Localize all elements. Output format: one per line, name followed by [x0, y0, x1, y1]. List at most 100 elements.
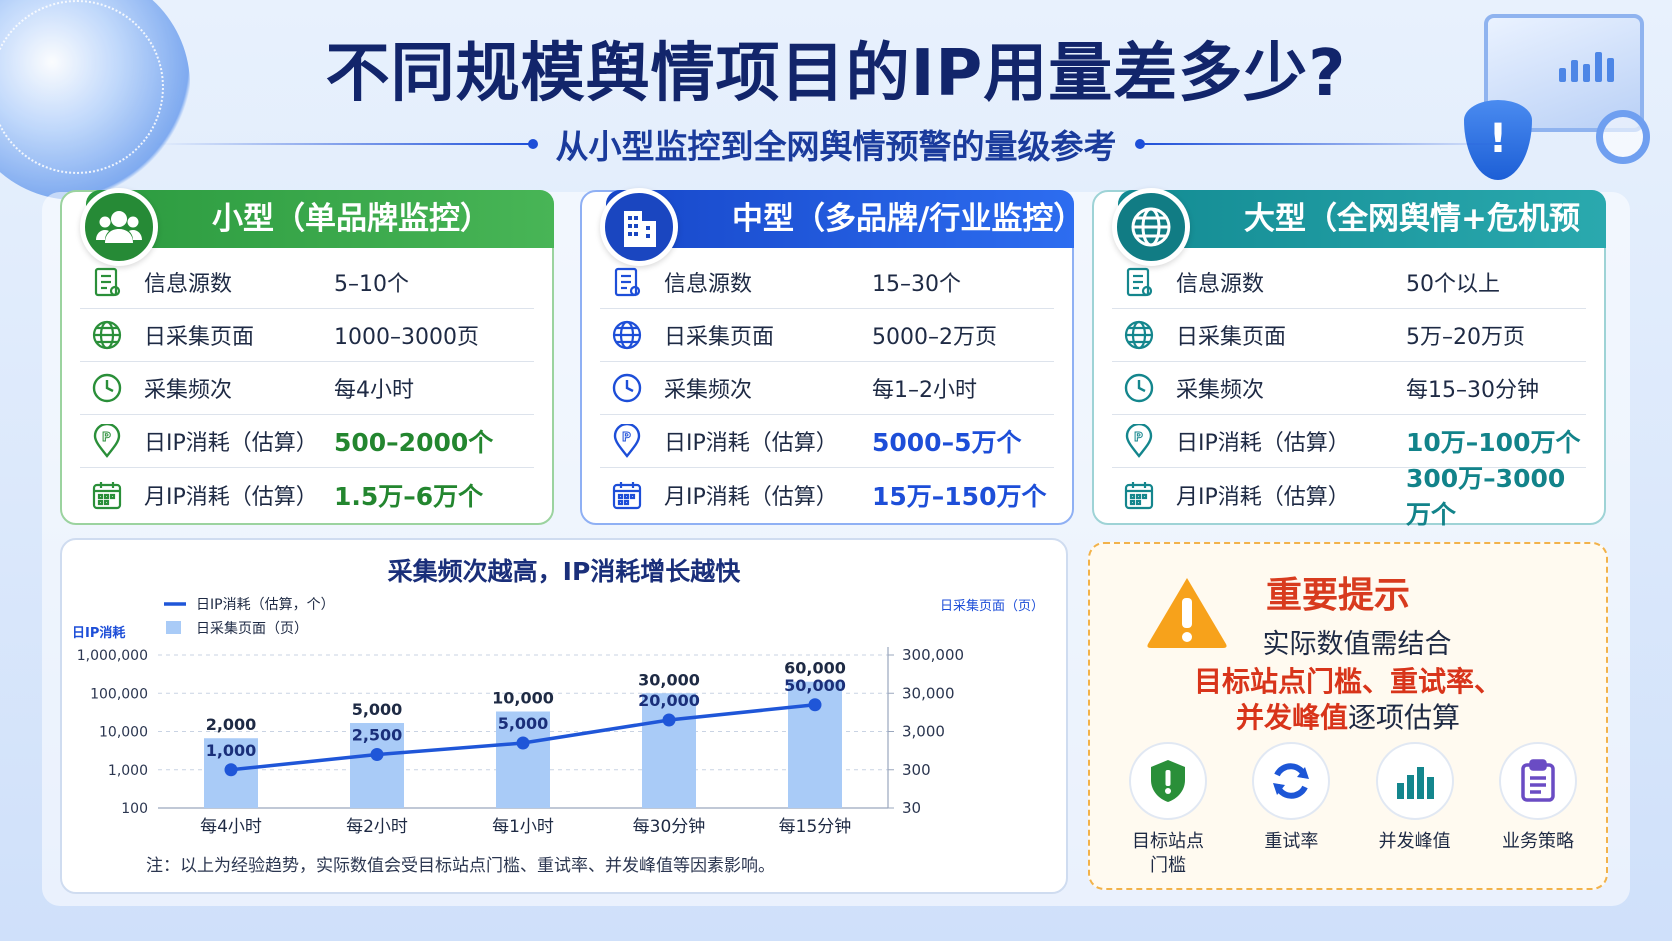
row-value: 50个以上	[1406, 272, 1500, 297]
card-small: 小型（单品牌监控） 信息源数 5–10个 日采集页面 1000–3000页 采集…	[60, 188, 554, 525]
tip-text: 逐项估算	[1348, 701, 1461, 734]
important-tip-box: 重要提示 实际数值需结合 目标站点门槛、重试率、 并发峰值逐项估算 目标站点 门槛…	[1088, 542, 1608, 890]
divider	[1134, 139, 1519, 149]
card-header: 中型（多品牌/行业监控）	[606, 190, 1084, 248]
card-large: 大型（全网舆情+危机预警） 信息源数 50个以上 日采集页面 5万–20万页 采…	[1092, 188, 1606, 529]
page-title: 不同规模舆情项目的IP用量差多少?	[325, 37, 1347, 111]
bar	[350, 723, 404, 808]
right-tick-label: 30,000	[902, 684, 955, 702]
left-tick-label: 1,000	[108, 763, 148, 779]
clock-icon	[1112, 370, 1166, 406]
monitor-decoration: !	[1464, 14, 1650, 180]
row-label: 日IP消耗（估算）	[664, 431, 838, 456]
row-value: 5000–2万页	[872, 325, 997, 350]
globe-icon	[80, 317, 134, 353]
users-icon	[80, 188, 158, 266]
left-tick-label: 100	[121, 801, 148, 817]
line-point	[662, 713, 676, 727]
tip-line-highlight: 目标站点门槛、重试率、	[1193, 665, 1502, 698]
factor-label: 业务策略	[1501, 831, 1574, 852]
calendar-icon	[80, 477, 134, 513]
row-value: 5万–20万页	[1406, 325, 1525, 350]
tip-highlight: 并发峰值	[1235, 701, 1348, 734]
tip-line: 实际数值需结合	[1262, 629, 1452, 660]
right-tick-label: 300	[902, 761, 931, 779]
document-icon	[600, 264, 654, 300]
left-tick-label: 1,000,000	[77, 648, 148, 664]
row-label: 信息源数	[1176, 272, 1265, 297]
row-label: 日IP消耗（估算）	[144, 431, 318, 456]
globe-icon	[1112, 188, 1190, 266]
bar	[642, 693, 696, 808]
row-value: 1.5万–6万个	[334, 481, 484, 511]
row-value: 300万–3000万个	[1406, 463, 1566, 529]
row-daily-ip: P 日IP消耗（估算） 5000–5万个	[600, 415, 1054, 468]
page-subtitle: 从小型监控到全网舆情预警的量级参考	[555, 127, 1117, 166]
row-monthly-ip: 月IP消耗（估算） 1.5万–6万个	[80, 468, 534, 521]
x-tick-label: 每30分钟	[633, 817, 706, 837]
row-label: 日IP消耗（估算）	[1176, 431, 1350, 456]
document-icon	[80, 264, 134, 300]
line-label: 50,000	[784, 676, 846, 695]
row-frequency: 采集频次 每1–2小时	[600, 362, 1054, 415]
row-label: 月IP消耗（估算）	[664, 484, 838, 510]
bar-label: 30,000	[638, 670, 700, 689]
legend-line-label: 日IP消耗（估算，个）	[196, 597, 335, 613]
chart-title: 采集频次越高，IP消耗增长越快	[387, 557, 741, 586]
bar-label: 2,000	[206, 715, 257, 734]
bar-label: 5,000	[352, 700, 403, 719]
line-label: 2,500	[352, 726, 403, 745]
right-tick-label: 300,000	[902, 646, 964, 664]
card-header: 大型（全网舆情+危机预警）	[1118, 190, 1606, 295]
warning-icon	[1147, 578, 1227, 648]
chart-container: 采集频次越高，IP消耗增长越快 100 1,000 10,000 100,000 1,0…	[60, 538, 1068, 894]
line-point	[808, 698, 822, 712]
row-label: 采集频次	[1176, 378, 1265, 403]
x-tick-label: 每1小时	[492, 817, 554, 837]
row-pages: 日采集页面 1000–3000页	[80, 309, 534, 362]
magnifier-icon	[1596, 110, 1650, 164]
row-value: 10万–100万个	[1406, 428, 1581, 457]
clipboard-icon	[1498, 742, 1577, 820]
row-pages: 日采集页面 5000–2万页	[600, 309, 1054, 362]
row-label: 采集频次	[664, 378, 753, 403]
building-icon	[600, 188, 678, 266]
location-pin-icon: P	[80, 423, 134, 459]
row-value: 15万–150万个	[872, 481, 1047, 511]
tip-line: 并发峰值逐项估算	[1090, 696, 1606, 736]
line-point	[224, 763, 238, 777]
factor-label: 重试率	[1264, 831, 1319, 852]
clock-icon	[600, 370, 654, 406]
row-label: 信息源数	[144, 272, 233, 297]
left-tick-label: 100,000	[90, 686, 148, 702]
row-pages: 日采集页面 5万–20万页	[1112, 309, 1586, 362]
factor-item: 重试率	[1241, 742, 1341, 878]
left-axis-label: 日IP消耗	[72, 625, 125, 641]
factor-label: 并发峰值	[1378, 831, 1451, 852]
row-label: 信息源数	[664, 272, 753, 297]
right-tick-label: 30	[902, 799, 921, 817]
row-label: 采集频次	[144, 378, 233, 403]
divider	[153, 139, 538, 149]
row-monthly-ip: 月IP消耗（估算） 15万–150万个	[600, 468, 1054, 521]
clock-icon	[80, 370, 134, 406]
factor-item: 目标站点 门槛	[1118, 742, 1218, 878]
row-value: 每15–30分钟	[1406, 378, 1539, 403]
chart-svg: 100 1,000 10,000 100,000 1,000,000 30 300 3,000…	[72, 597, 1044, 837]
row-label: 月IP消耗（估算）	[1176, 484, 1350, 510]
line-label: 1,000	[206, 741, 257, 760]
calendar-icon	[600, 477, 654, 513]
row-frequency: 采集频次 每15–30分钟	[1112, 362, 1586, 415]
document-icon	[1112, 264, 1166, 300]
subtitle-row: 从小型监控到全网舆情预警的量级参考	[0, 120, 1672, 168]
row-frequency: 采集频次 每4小时	[80, 362, 534, 415]
row-daily-ip: P 日IP消耗（估算） 500–2000个	[80, 415, 534, 468]
row-sources: 信息源数 50个以上	[1112, 256, 1586, 309]
row-value: 500–2000个	[334, 428, 494, 457]
row-daily-ip: P 日IP消耗（估算） 10万–100万个	[1112, 415, 1586, 468]
right-tick-label: 3,000	[902, 723, 945, 741]
card-medium: 中型（多品牌/行业监控） 信息源数 15–30个 日采集页面 5000–2万页 …	[580, 188, 1084, 525]
line-point	[370, 748, 384, 762]
row-label: 日采集页面	[144, 325, 255, 350]
x-tick-label: 每2小时	[346, 817, 408, 837]
